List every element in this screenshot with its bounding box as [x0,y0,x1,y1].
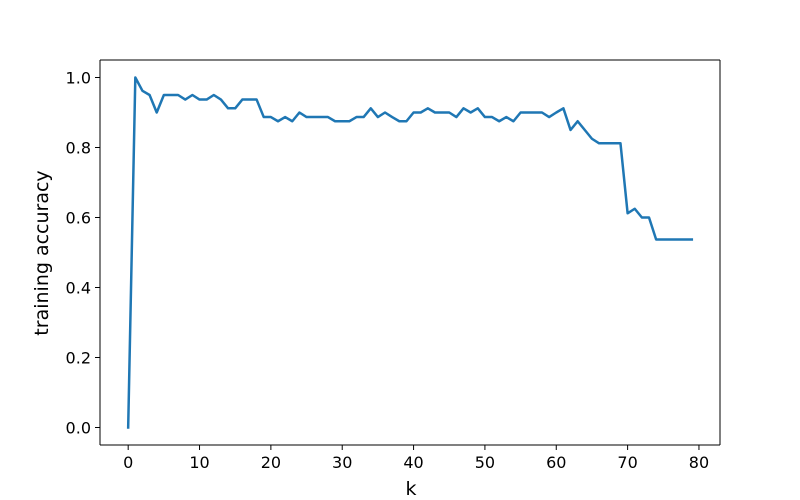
axes-layer [99,59,721,446]
x-tick-label: 50 [475,453,495,472]
y-tick-label: 0.0 [66,419,91,438]
x-tick-label: 60 [546,453,566,472]
y-tick-label: 0.4 [66,279,91,298]
x-axis-title: k [405,478,416,500]
series-line-0 [126,76,694,429]
y-axis-title: training accuracy [31,170,53,335]
x-tick-label: 20 [261,453,281,472]
x-tick-label: 10 [189,453,209,472]
ticks-layer: 0 10 20 30 40 50 60 70 80 0.0 0.2 0.4 0.6 0.8 1.0 [66,69,710,473]
series-layer [126,76,694,429]
y-tick-label: 0.2 [66,349,91,368]
x-tick-label: 0 [123,453,133,472]
y-tick-label: 0.6 [66,209,91,228]
y-tick-label: 0.8 [66,139,91,158]
x-tick-label: 40 [403,453,423,472]
x-tick-label: 80 [689,453,709,472]
x-tick-label: 30 [332,453,352,472]
x-tick-label: 70 [617,453,637,472]
y-tick-label: 1.0 [66,69,91,88]
